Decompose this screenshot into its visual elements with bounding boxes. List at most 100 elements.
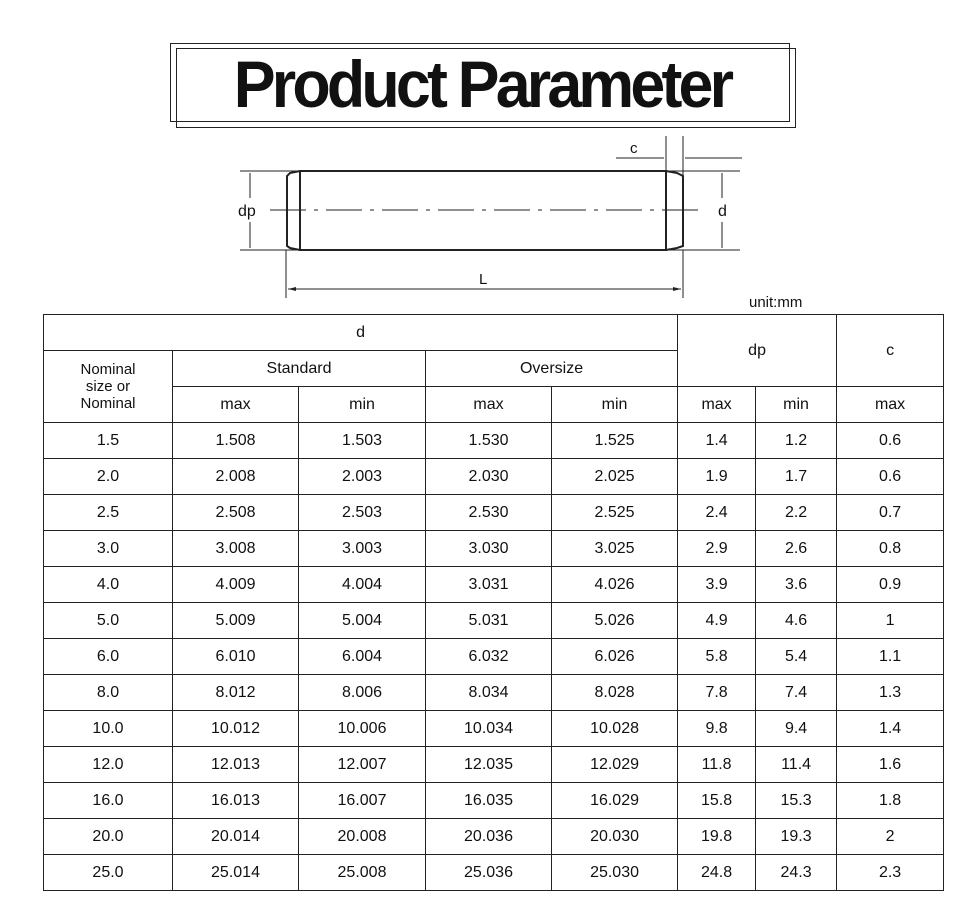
- cell-standard-max: 3.008: [172, 530, 299, 567]
- table-row: 20.0 20.014 20.008 20.036 20.030 19.8 19.3 2: [43, 818, 945, 855]
- cell-standard-min: 6.004: [298, 638, 426, 675]
- table-row: 2.5 2.508 2.503 2.530 2.525 2.4 2.2 0.7: [43, 494, 945, 531]
- table-row: 6.0 6.010 6.004 6.032 6.026 5.8 5.4 1.1: [43, 638, 945, 675]
- cell-oversize-min: 2.525: [550, 494, 679, 531]
- cell-oversize-min: 12.029: [550, 746, 679, 783]
- header-oversize-max: max: [425, 386, 552, 423]
- cell-c-max: 0.8: [836, 530, 945, 567]
- cell-dp-min: 9.4: [755, 710, 838, 747]
- cell-dp-max: 2.9: [677, 530, 757, 567]
- cell-standard-max: 6.010: [172, 638, 299, 675]
- cell-standard-max: 1.508: [172, 422, 299, 459]
- header-c: c: [836, 314, 945, 387]
- cell-dp-max: 2.4: [677, 494, 757, 531]
- cell-c-max: 0.6: [836, 422, 945, 459]
- cell-oversize-min: 16.029: [550, 782, 679, 819]
- header-standard-max: max: [172, 386, 299, 423]
- cell-oversize-max: 25.036: [425, 854, 552, 891]
- table-row: 2.0 2.008 2.003 2.030 2.025 1.9 1.7 0.6: [43, 458, 945, 495]
- cell-c-max: 2.3: [836, 854, 945, 891]
- cell-nominal: 1.5: [43, 422, 173, 459]
- cell-dp-min: 1.7: [755, 458, 838, 495]
- cell-nominal: 12.0: [43, 746, 173, 783]
- cell-nominal: 25.0: [43, 854, 173, 891]
- cell-dp-max: 19.8: [677, 818, 757, 855]
- cell-dp-max: 4.9: [677, 602, 757, 639]
- cell-oversize-max: 2.530: [425, 494, 552, 531]
- cell-oversize-max: 5.031: [425, 602, 552, 639]
- cell-nominal: 20.0: [43, 818, 173, 855]
- table-row: 8.0 8.012 8.006 8.034 8.028 7.8 7.4 1.3: [43, 674, 945, 711]
- cell-dp-min: 3.6: [755, 566, 838, 603]
- header-dp-min: min: [755, 386, 838, 423]
- cell-standard-max: 4.009: [172, 566, 299, 603]
- cell-oversize-min: 20.030: [550, 818, 679, 855]
- cell-dp-max: 15.8: [677, 782, 757, 819]
- table-row: 4.0 4.009 4.004 3.031 4.026 3.9 3.6 0.9: [43, 566, 945, 603]
- pin-left-chamfer: [286, 170, 301, 251]
- table-row: 16.0 16.013 16.007 16.035 16.029 15.8 15.3 1.8: [43, 782, 945, 819]
- header-d: d: [42, 314, 679, 351]
- cell-standard-min: 10.006: [298, 710, 426, 747]
- cell-oversize-max: 2.030: [425, 458, 552, 495]
- cell-standard-min: 12.007: [298, 746, 426, 783]
- table-row: 10.0 10.012 10.006 10.034 10.028 9.8 9.4 1.4: [43, 710, 945, 747]
- cell-standard-min: 8.006: [298, 674, 426, 711]
- cell-nominal: 3.0: [43, 530, 173, 567]
- cell-standard-min: 20.008: [298, 818, 426, 855]
- cell-dp-min: 7.4: [755, 674, 838, 711]
- header-c-max: max: [836, 386, 945, 423]
- cell-standard-min: 3.003: [298, 530, 426, 567]
- cell-c-max: 1.8: [836, 782, 945, 819]
- cell-nominal: 10.0: [43, 710, 173, 747]
- cell-oversize-max: 6.032: [425, 638, 552, 675]
- cell-oversize-min: 4.026: [550, 566, 679, 603]
- cell-c-max: 1.6: [836, 746, 945, 783]
- cell-standard-max: 8.012: [172, 674, 299, 711]
- cell-oversize-max: 20.036: [425, 818, 552, 855]
- cell-c-max: 2: [836, 818, 945, 855]
- cell-dp-max: 9.8: [677, 710, 757, 747]
- cell-oversize-min: 10.028: [550, 710, 679, 747]
- header-oversize: Oversize: [424, 350, 679, 387]
- cell-oversize-min: 25.030: [550, 854, 679, 891]
- table-row: 5.0 5.009 5.004 5.031 5.026 4.9 4.6 1: [43, 602, 945, 639]
- cell-oversize-max: 1.530: [425, 422, 552, 459]
- header-standard-min: min: [298, 386, 426, 423]
- cell-standard-min: 1.503: [298, 422, 426, 459]
- cell-dp-max: 11.8: [677, 746, 757, 783]
- title-frame-shadow: [176, 48, 796, 128]
- title-frame: [170, 43, 790, 122]
- cell-dp-min: 11.4: [755, 746, 838, 783]
- cell-oversize-max: 16.035: [425, 782, 552, 819]
- cell-c-max: 1.4: [836, 710, 945, 747]
- cell-standard-max: 10.012: [172, 710, 299, 747]
- cell-dp-max: 5.8: [677, 638, 757, 675]
- cell-standard-max: 5.009: [172, 602, 299, 639]
- cell-nominal: 16.0: [43, 782, 173, 819]
- cell-dp-min: 2.6: [755, 530, 838, 567]
- cell-standard-min: 25.008: [298, 854, 426, 891]
- cell-oversize-min: 5.026: [550, 602, 679, 639]
- cell-nominal: 4.0: [43, 566, 173, 603]
- pin-right-chamfer: [665, 170, 684, 251]
- cell-nominal: 6.0: [43, 638, 173, 675]
- cell-dp-min: 1.2: [755, 422, 838, 459]
- cell-standard-max: 2.008: [172, 458, 299, 495]
- label-L: L: [479, 271, 487, 288]
- cell-dp-max: 7.8: [677, 674, 757, 711]
- label-d: d: [718, 203, 727, 220]
- table-row: 12.0 12.013 12.007 12.035 12.029 11.8 11.4 1.6: [43, 746, 945, 783]
- cell-dp-min: 15.3: [755, 782, 838, 819]
- cell-nominal: 8.0: [43, 674, 173, 711]
- cell-standard-min: 5.004: [298, 602, 426, 639]
- label-dp: dp: [238, 203, 256, 220]
- cell-standard-max: 20.014: [172, 818, 299, 855]
- cell-dp-max: 1.9: [677, 458, 757, 495]
- header-nominal: Nominal size or Nominal: [43, 350, 173, 423]
- cell-oversize-max: 8.034: [425, 674, 552, 711]
- parameter-table: d dp c Nominal size or Nominal Standard …: [42, 314, 945, 891]
- page-title: Product Parameter: [233, 47, 734, 121]
- cell-standard-min: 4.004: [298, 566, 426, 603]
- cell-c-max: 1: [836, 602, 945, 639]
